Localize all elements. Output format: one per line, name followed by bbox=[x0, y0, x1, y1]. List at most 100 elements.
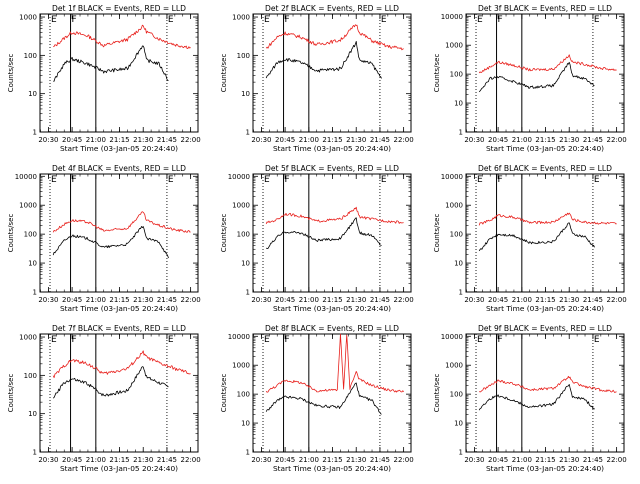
x-tick-label: 21:15 bbox=[322, 136, 342, 144]
chart-title: Det 4f BLACK = Events, RED = LLD bbox=[52, 164, 186, 173]
x-tick-label: 21:30 bbox=[559, 456, 579, 464]
chart-title: Det 6f BLACK = Events, RED = LLD bbox=[478, 164, 612, 173]
interval-marker-label: F bbox=[498, 175, 503, 185]
y-tick-label: 10 bbox=[454, 100, 463, 108]
lld-series-line bbox=[52, 350, 191, 379]
x-tick-label: 21:15 bbox=[109, 296, 129, 304]
x-tick-label: 21:00 bbox=[299, 136, 319, 144]
events-series-line bbox=[52, 366, 169, 399]
interval-marker-label: E bbox=[381, 175, 387, 185]
interval-marker-label: E bbox=[168, 175, 174, 185]
x-tick-label: 21:00 bbox=[512, 136, 532, 144]
interval-marker-label: E bbox=[381, 335, 387, 345]
y-tick-label: 1 bbox=[459, 129, 463, 137]
x-tick-label: 20:45 bbox=[275, 296, 295, 304]
chart-panel: Det 3f BLACK = Events, RED = LLD 1 10 100 10… bbox=[433, 4, 627, 153]
y-tick-label: 10000 bbox=[441, 173, 463, 181]
x-tick-label: 21:30 bbox=[346, 296, 366, 304]
x-tick-label: 20:45 bbox=[62, 136, 82, 144]
x-axis-label: Start Time (03-Jan-05 20:24:40) bbox=[60, 304, 178, 313]
x-tick-label: 21:30 bbox=[346, 456, 366, 464]
x-tick-label: 20:45 bbox=[488, 456, 508, 464]
x-tick-label: 21:30 bbox=[133, 296, 153, 304]
x-tick-label: 21:30 bbox=[559, 296, 579, 304]
y-tick-label: 10000 bbox=[228, 173, 250, 181]
y-axis-label: Counts/sec bbox=[220, 54, 228, 93]
x-tick-label: 21:45 bbox=[157, 136, 177, 144]
chart-panel: Det 7f BLACK = Events, RED = LLD 1 10 100 10… bbox=[7, 324, 201, 473]
x-tick-label: 20:30 bbox=[464, 136, 484, 144]
lld-series-line bbox=[265, 333, 404, 393]
y-tick-label: 100 bbox=[237, 391, 250, 399]
interval-marker-label: F bbox=[72, 175, 77, 185]
x-tick-label: 21:45 bbox=[583, 456, 603, 464]
interval-marker-label: E bbox=[594, 175, 600, 185]
y-tick-label: 1000 bbox=[445, 202, 463, 210]
y-tick-label: 1000 bbox=[19, 202, 37, 210]
chart-panel: Det 9f BLACK = Events, RED = LLD 1 10 100 10… bbox=[433, 324, 627, 473]
y-tick-label: 10 bbox=[454, 260, 463, 268]
interval-marker-label: E bbox=[168, 335, 174, 345]
x-tick-label: 22:00 bbox=[394, 136, 414, 144]
plot-frame bbox=[465, 333, 625, 453]
chart-panel: Det 2f BLACK = Events, RED = LLD 1 10 100 10… bbox=[220, 4, 414, 153]
x-tick-label: 21:45 bbox=[583, 136, 603, 144]
interval-marker-label: E bbox=[51, 15, 57, 25]
x-tick-label: 20:30 bbox=[38, 136, 58, 144]
chart-title: Det 3f BLACK = Events, RED = LLD bbox=[478, 4, 612, 13]
events-series-line bbox=[265, 382, 382, 415]
y-tick-label: 10 bbox=[454, 420, 463, 428]
x-tick-label: 21:15 bbox=[322, 456, 342, 464]
x-tick-label: 21:00 bbox=[512, 456, 532, 464]
x-tick-label: 21:45 bbox=[583, 296, 603, 304]
y-axis-label: Counts/sec bbox=[220, 374, 228, 413]
x-axis-label: Start Time (03-Jan-05 20:24:40) bbox=[273, 304, 391, 313]
interval-marker-label: E bbox=[594, 335, 600, 345]
x-tick-label: 22:00 bbox=[394, 296, 414, 304]
x-tick-label: 21:45 bbox=[157, 296, 177, 304]
x-tick-label: 21:45 bbox=[370, 136, 390, 144]
interval-marker-label: E bbox=[477, 15, 483, 25]
interval-marker-label: F bbox=[285, 15, 290, 25]
x-tick-label: 21:45 bbox=[370, 296, 390, 304]
x-tick-label: 21:15 bbox=[535, 136, 555, 144]
y-tick-label: 1 bbox=[459, 289, 463, 297]
y-tick-label: 10 bbox=[241, 90, 250, 98]
y-tick-label: 1000 bbox=[19, 14, 37, 22]
x-tick-label: 22:00 bbox=[394, 456, 414, 464]
x-axis-label: Start Time (03-Jan-05 20:24:40) bbox=[486, 304, 604, 313]
y-tick-label: 100 bbox=[24, 231, 37, 239]
y-tick-label: 1 bbox=[33, 449, 37, 457]
y-tick-label: 1000 bbox=[232, 14, 250, 22]
interval-marker-label: F bbox=[285, 175, 290, 185]
x-tick-label: 20:30 bbox=[38, 456, 58, 464]
y-tick-label: 100 bbox=[450, 71, 463, 79]
interval-marker-label: E bbox=[264, 335, 270, 345]
events-series-line bbox=[53, 45, 169, 82]
x-tick-label: 22:00 bbox=[607, 296, 627, 304]
plot-frame bbox=[39, 13, 199, 133]
y-tick-label: 10000 bbox=[441, 13, 463, 21]
x-tick-label: 21:45 bbox=[370, 456, 390, 464]
interval-marker-label: E bbox=[477, 335, 483, 345]
x-tick-label: 22:00 bbox=[607, 136, 627, 144]
x-tick-label: 21:00 bbox=[299, 296, 319, 304]
lld-series-line bbox=[265, 206, 404, 225]
plot-frame bbox=[465, 173, 625, 293]
y-tick-label: 10000 bbox=[228, 333, 250, 341]
x-tick-label: 21:30 bbox=[346, 136, 366, 144]
plot-frame bbox=[252, 173, 412, 293]
x-axis-label: Start Time (03-Jan-05 20:24:40) bbox=[486, 144, 604, 153]
plot-frame bbox=[252, 333, 412, 453]
interval-marker-label: F bbox=[498, 15, 503, 25]
x-tick-label: 20:30 bbox=[251, 296, 271, 304]
y-axis-label: Counts/sec bbox=[433, 214, 441, 253]
y-tick-label: 1 bbox=[246, 449, 250, 457]
y-tick-label: 1000 bbox=[445, 42, 463, 50]
y-tick-label: 100 bbox=[237, 231, 250, 239]
y-tick-label: 1 bbox=[33, 129, 37, 137]
x-tick-label: 20:30 bbox=[251, 136, 271, 144]
x-tick-label: 21:15 bbox=[109, 456, 129, 464]
x-tick-label: 21:15 bbox=[109, 136, 129, 144]
